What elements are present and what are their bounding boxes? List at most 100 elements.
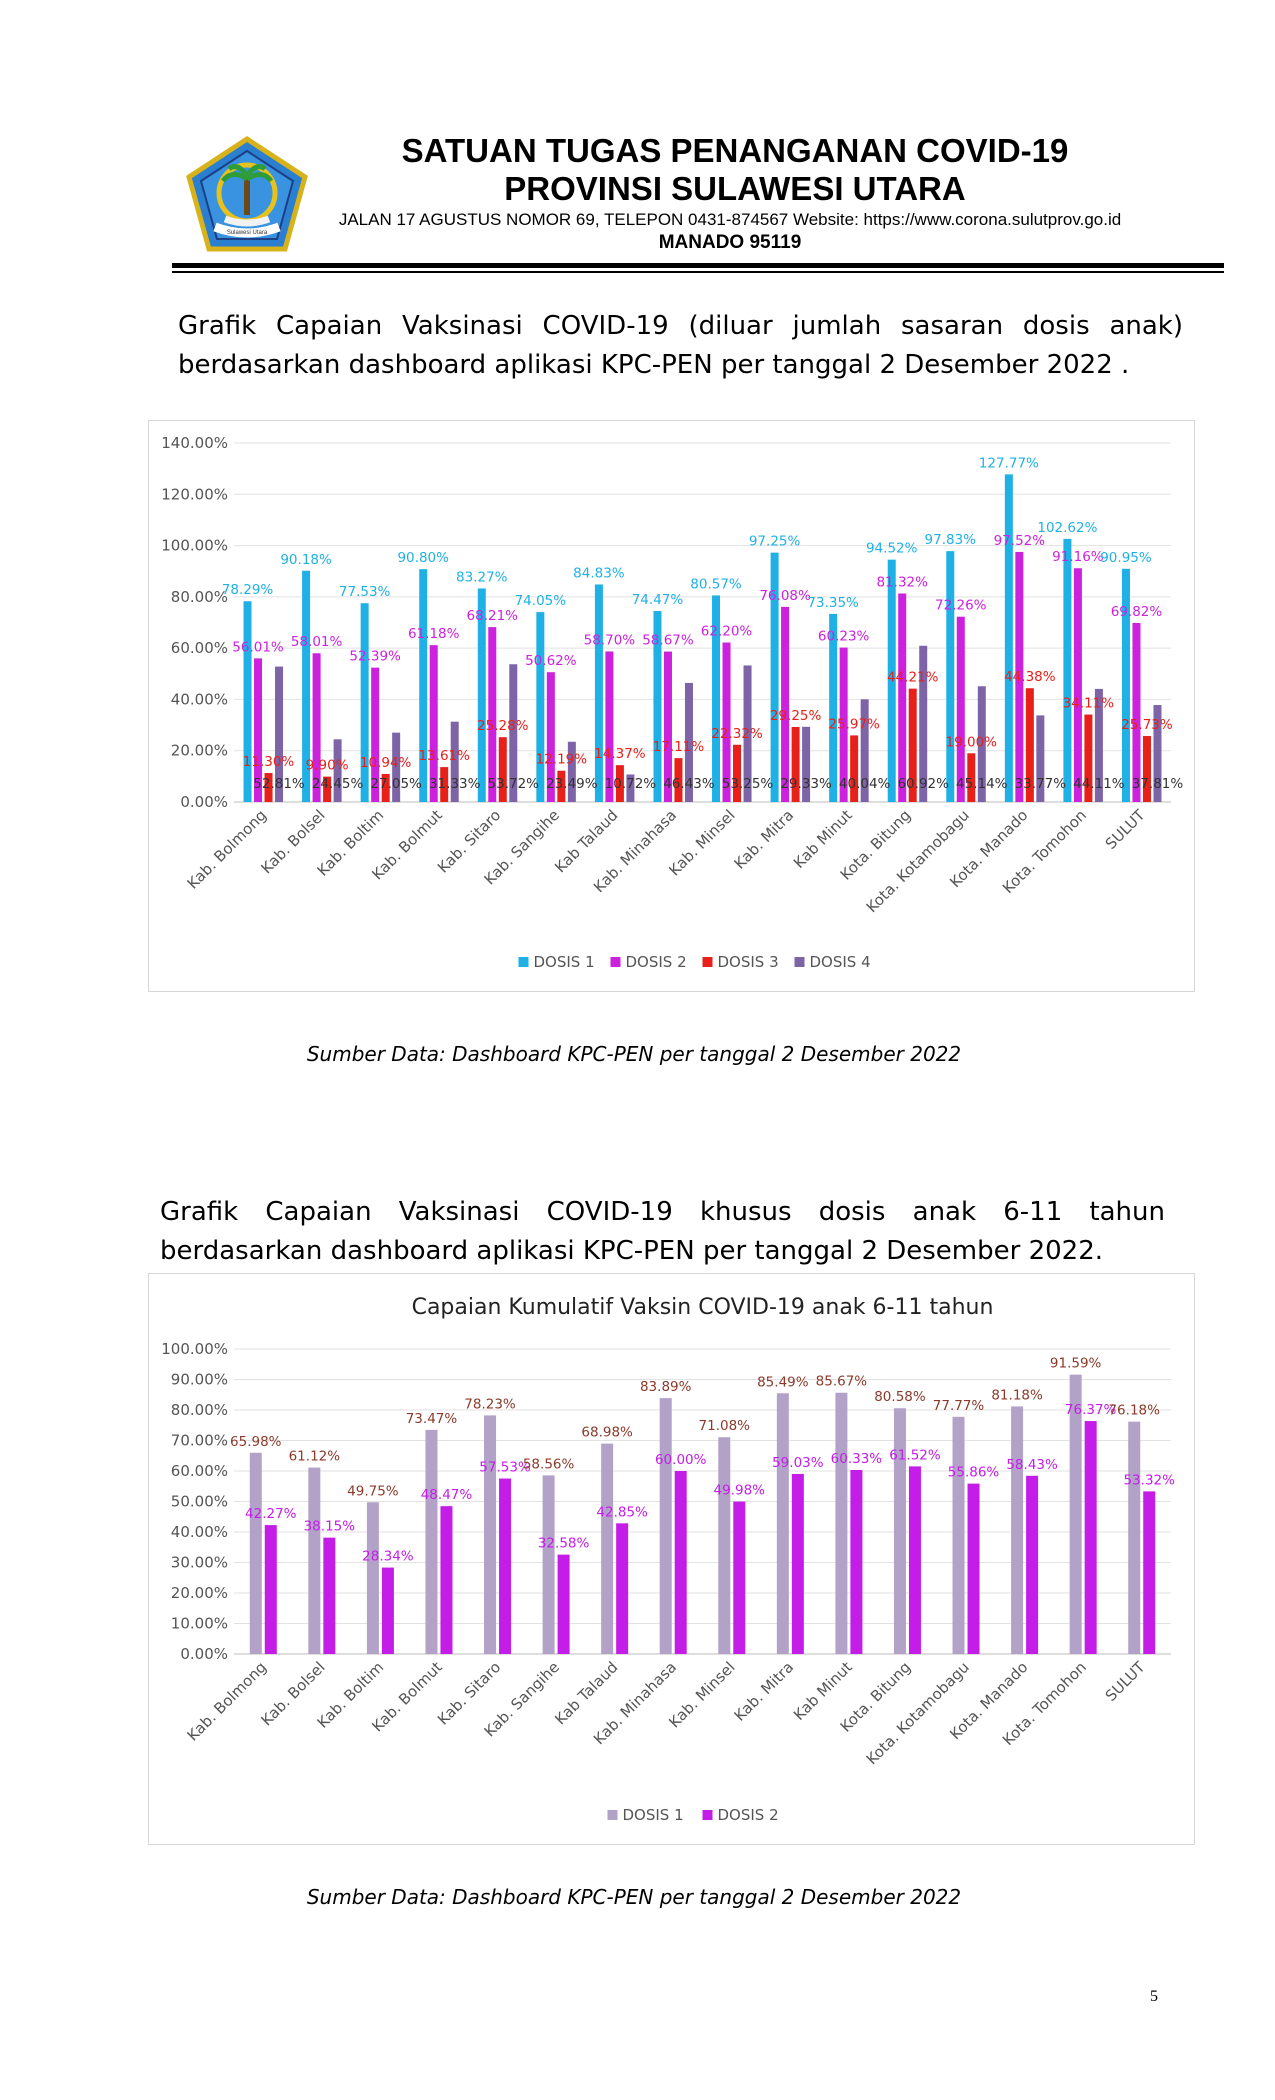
legend-label: DOSIS 4 <box>810 953 871 971</box>
data-label: 65.98% <box>230 1434 282 1450</box>
data-label: 71.08% <box>699 1418 751 1434</box>
bar <box>791 726 800 802</box>
x-category-label: SULUT <box>1102 1658 1149 1705</box>
data-label: 73.35% <box>807 595 859 611</box>
bar <box>264 773 273 802</box>
data-label: 46.43% <box>663 776 715 792</box>
legend-label: DOSIS 2 <box>718 1806 779 1824</box>
data-label: 58.67% <box>642 633 694 649</box>
y-tick-label: 100.00% <box>161 537 228 555</box>
y-tick-label: 80.00% <box>171 1401 228 1419</box>
data-label: 73.47% <box>406 1411 458 1427</box>
x-category-label: Kab. Bolmong <box>184 1658 270 1744</box>
x-category-label: Kota. Kotamobagu <box>863 1658 973 1768</box>
bar <box>743 665 752 802</box>
bar <box>835 1392 848 1654</box>
org-title-line1: SATUAN TUGAS PENANGANAN COVID-19 <box>401 132 1069 169</box>
data-label: 40.04% <box>839 776 891 792</box>
data-label: 76.18% <box>1108 1403 1160 1419</box>
bar <box>392 732 401 802</box>
bar <box>254 658 263 802</box>
data-label: 49.75% <box>347 1483 399 1499</box>
bar <box>557 770 566 802</box>
y-tick-label: 120.00% <box>161 485 228 503</box>
data-label: 25.97% <box>828 716 880 732</box>
bar <box>308 1467 321 1654</box>
data-label: 76.37% <box>1065 1402 1117 1418</box>
bar <box>499 1478 512 1654</box>
data-label: 32.58% <box>538 1536 590 1552</box>
data-label: 90.18% <box>280 552 332 568</box>
bar <box>371 667 380 802</box>
legend-swatch <box>794 957 805 967</box>
data-label: 23.49% <box>546 776 598 792</box>
x-category-label: SULUT <box>1102 806 1149 853</box>
data-label: 56.01% <box>232 639 284 655</box>
data-label: 57.53% <box>479 1460 531 1476</box>
data-label: 62.20% <box>701 624 753 640</box>
bar <box>733 744 742 802</box>
bar <box>333 739 342 802</box>
bar <box>605 651 614 802</box>
data-label: 27.05% <box>370 776 422 792</box>
bar <box>1084 1421 1097 1654</box>
bar <box>850 735 859 802</box>
bar <box>626 774 635 802</box>
data-label: 80.57% <box>690 576 742 592</box>
data-label: 25.28% <box>477 718 529 734</box>
bar <box>977 686 986 802</box>
bar <box>712 595 721 802</box>
y-tick-label: 40.00% <box>171 690 228 708</box>
data-label: 76.08% <box>759 588 811 604</box>
data-label: 50.62% <box>525 653 577 669</box>
chart-vaccination-children: Capaian Kumulatif Vaksin COVID-19 anak 6… <box>148 1273 1195 1845</box>
bar <box>509 664 518 802</box>
data-label: 12.19% <box>536 752 588 768</box>
data-label: 53.25% <box>722 776 774 792</box>
bar <box>425 1429 438 1654</box>
legend-label: DOSIS 1 <box>623 1806 684 1824</box>
bar <box>908 688 917 802</box>
data-label: 38.15% <box>304 1519 356 1535</box>
y-tick-label: 140.00% <box>161 434 228 452</box>
bar <box>952 1416 965 1654</box>
x-category-label: Kota. Kotamobagu <box>863 806 973 916</box>
data-label: 10.72% <box>605 776 657 792</box>
data-label: 60.92% <box>897 776 949 792</box>
bar <box>302 570 311 802</box>
chart-vaccination-adult: 0.00% 20.00% 40.00% 60.00% 80.00% 100.00% 120.… <box>148 420 1195 992</box>
bar <box>419 569 428 802</box>
data-label: 25.73% <box>1121 717 1173 733</box>
bar <box>659 1398 672 1654</box>
bar <box>1063 538 1072 802</box>
bar <box>663 651 672 802</box>
data-label: 58.70% <box>584 632 636 648</box>
bar <box>898 593 907 802</box>
bar <box>477 588 486 802</box>
data-label: 52.81% <box>253 776 305 792</box>
bar <box>850 1469 863 1654</box>
bar <box>498 737 507 802</box>
bar <box>781 606 790 802</box>
bar <box>802 726 811 802</box>
data-label: 29.25% <box>770 708 822 724</box>
y-tick-label: 60.00% <box>171 639 228 657</box>
data-label: 74.47% <box>632 592 684 608</box>
bar <box>484 1415 497 1654</box>
data-label: 52.39% <box>349 649 401 665</box>
y-tick-label: 80.00% <box>171 588 228 606</box>
bar <box>887 559 896 802</box>
bar <box>967 1483 980 1654</box>
bar <box>275 666 284 802</box>
y-tick-label: 60.00% <box>171 1462 228 1480</box>
bar <box>1026 1475 1039 1654</box>
data-label: 83.89% <box>640 1379 692 1395</box>
bar <box>243 601 252 802</box>
data-label: 81.32% <box>876 574 928 590</box>
provincial-emblem-icon: Sulawesi Utara <box>185 135 310 255</box>
data-label: 14.37% <box>594 746 646 762</box>
bar <box>946 551 955 802</box>
bar <box>450 721 459 802</box>
y-tick-label: 0.00% <box>180 793 228 811</box>
data-label: 80.58% <box>874 1389 926 1405</box>
